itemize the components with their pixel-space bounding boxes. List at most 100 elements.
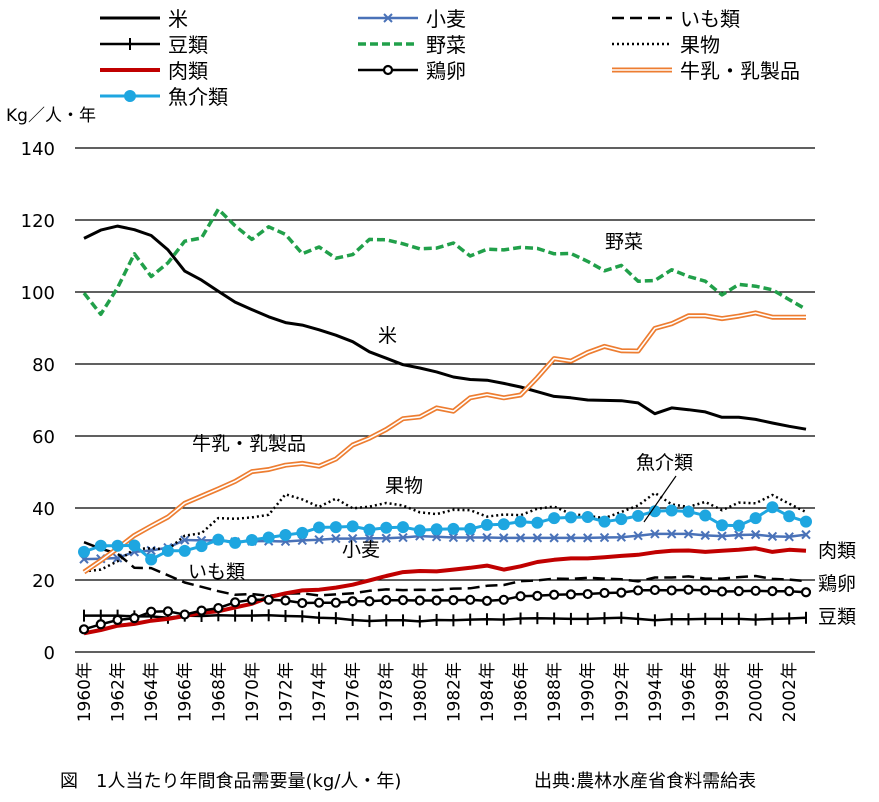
y-axis-label: Kg／人・年 — [6, 106, 96, 126]
series-7-marker — [213, 602, 224, 614]
legend-label: 鶏卵 — [426, 59, 466, 83]
x-tick-label: 1964年 — [142, 662, 162, 722]
series-7-marker — [431, 595, 442, 606]
series-1-marker — [734, 530, 744, 540]
x-tick-label: 1984年 — [478, 662, 498, 722]
series-7-marker — [448, 595, 459, 606]
legend-9-marker — [124, 90, 136, 102]
series-7-marker — [750, 585, 761, 596]
series-1-marker — [465, 532, 475, 543]
annotation-label: 豆類 — [818, 606, 856, 628]
x-tick-label: 1980年 — [411, 662, 431, 722]
series-7-marker — [683, 584, 694, 595]
series-7-marker — [800, 587, 812, 598]
annotation-label: 小麦 — [342, 539, 380, 561]
series-9-marker — [531, 516, 544, 529]
legend-label: 野菜 — [426, 33, 466, 57]
series-1-marker — [633, 531, 643, 541]
series-1-marker — [599, 532, 610, 543]
series-2-line — [83, 541, 807, 598]
x-tick-label: 1978年 — [377, 662, 397, 722]
series-9-marker — [665, 504, 678, 517]
series-9-marker — [497, 518, 510, 531]
series-1-marker — [784, 532, 794, 542]
legend-item-2: いも類 — [612, 7, 740, 31]
series-8 — [82, 310, 806, 575]
x-tick-label: 1994年 — [646, 662, 666, 722]
series-9-marker — [615, 513, 628, 526]
series-7-marker — [112, 614, 123, 626]
x-tick-label: 2002年 — [780, 662, 800, 722]
series-7-marker — [498, 594, 509, 605]
series-9-marker — [296, 526, 309, 539]
series-7-marker — [733, 586, 744, 597]
series-7-marker — [632, 585, 644, 596]
y-tick-label: 140 — [21, 139, 55, 160]
source-note: 出典:農林水産省食料需給表 — [534, 771, 756, 792]
annotation-leader — [643, 475, 677, 523]
series-9-marker — [800, 515, 812, 528]
series-1-marker — [700, 530, 710, 541]
series-1-marker — [767, 531, 778, 542]
grid-lines — [75, 147, 815, 653]
series-1-marker — [482, 532, 492, 543]
series-9-marker — [329, 521, 342, 534]
series-7-marker — [700, 585, 711, 596]
annotation-label: 牛乳・乳製品 — [192, 433, 306, 455]
legend-label: 豆類 — [168, 33, 208, 57]
series-9-marker — [279, 529, 292, 541]
series-7-marker — [784, 586, 795, 597]
legend-label: 牛乳・乳製品 — [680, 59, 800, 83]
annotation-label: 肉類 — [818, 540, 856, 562]
series-7-marker — [649, 584, 660, 596]
x-tick-label: 1992年 — [612, 662, 632, 722]
series-1-marker — [331, 533, 341, 544]
series-7-marker — [162, 606, 174, 617]
series-7-marker — [532, 590, 543, 601]
series-9-marker — [430, 523, 443, 536]
legend-7-marker — [382, 64, 394, 76]
series-0-line — [83, 224, 807, 431]
x-tick-label: 1996年 — [679, 662, 699, 722]
series-7-marker — [616, 587, 627, 598]
series-4 — [82, 207, 807, 317]
series-9-marker — [262, 531, 275, 544]
y-tick-label: 0 — [44, 643, 55, 664]
legend-label: 米 — [168, 7, 188, 31]
legend-item-5: 果物 — [612, 33, 720, 57]
legend-label: いも類 — [680, 7, 740, 31]
series-9-marker — [548, 512, 561, 525]
series-8-line-inner — [83, 312, 806, 573]
series-9-marker — [212, 533, 225, 546]
series-9-marker — [94, 539, 107, 552]
series-9-marker — [447, 522, 460, 535]
legend-label: 肉類 — [168, 59, 208, 83]
series-1-marker — [683, 529, 694, 539]
x-tick-label: 1982年 — [444, 662, 464, 722]
x-tick-label: 1972年 — [276, 662, 296, 722]
legend-1-marker — [383, 13, 393, 23]
legend-item-9: 魚介類 — [100, 85, 228, 109]
annotation-label: 野菜 — [605, 231, 643, 253]
legend-item-1: 小麦 — [358, 7, 466, 31]
series-9-marker — [380, 521, 393, 534]
series-9 — [78, 501, 812, 566]
series-9-marker — [598, 515, 611, 528]
series-1-marker — [499, 533, 509, 543]
series-1-marker — [616, 532, 627, 542]
series-7-marker — [364, 596, 375, 607]
series-9-marker — [145, 553, 158, 566]
series-7-marker — [599, 587, 610, 599]
series-7-marker — [716, 586, 728, 597]
x-tick-label: 1960年 — [75, 662, 95, 722]
series-7-marker — [515, 591, 526, 602]
y-tick-label: 120 — [21, 211, 55, 232]
x-tick-label: 1988年 — [545, 662, 565, 722]
series-7-marker — [246, 594, 258, 605]
series-4-line — [82, 207, 807, 317]
series-1-marker — [583, 533, 593, 543]
annotation-label: 鶏卵 — [818, 573, 856, 595]
series-1-marker — [650, 529, 660, 539]
x-tick-label: 1974年 — [310, 662, 330, 722]
